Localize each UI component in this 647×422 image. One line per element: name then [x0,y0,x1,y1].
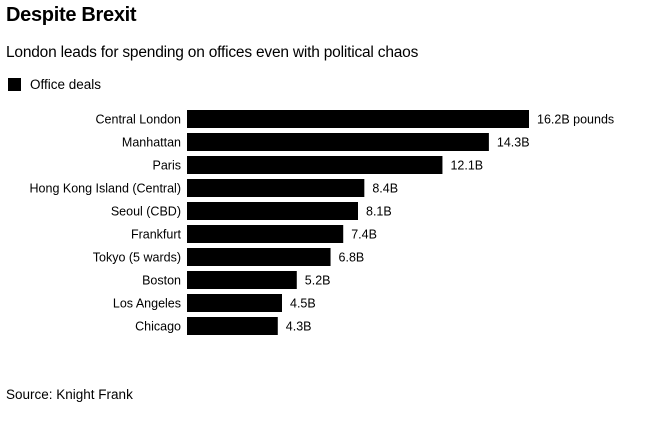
chart-subtitle: London leads for spending on offices eve… [6,44,419,61]
bar-paris [187,156,443,174]
category-label-chicago: Chicago [135,320,181,334]
bar-hong-kong-island-central [187,179,365,197]
bar-tokyo-5-wards [187,248,331,266]
source-note: Source: Knight Frank [6,387,133,402]
category-label-seoul-cbd: Seoul (CBD) [111,205,181,219]
legend-label: Office deals [30,76,102,92]
category-label-boston: Boston [142,274,181,288]
bar-los-angeles [187,294,282,312]
value-label-chicago: 4.3B [286,320,312,334]
category-label-paris: Paris [153,159,181,173]
value-label-tokyo-5-wards: 6.8B [339,251,365,265]
value-label-paris: 12.1B [450,159,483,173]
value-label-seoul-cbd: 8.1B [366,205,392,219]
value-label-los-angeles: 4.5B [290,297,316,311]
value-label-central-london: 16.2B pounds [537,113,614,127]
bar-chicago [187,317,278,335]
category-label-central-london: Central London [96,113,182,127]
legend: Office deals [8,76,101,92]
category-label-hong-kong-island-central: Hong Kong Island (Central) [30,182,181,196]
category-label-los-angeles: Los Angeles [113,297,181,311]
legend-swatch [8,77,21,91]
category-label-manhattan: Manhattan [122,136,181,150]
category-label-tokyo-5-wards: Tokyo (5 wards) [93,251,181,265]
bar-boston [187,271,297,289]
bar-manhattan [187,133,489,151]
bar-frankfurt [187,225,344,243]
bar-central-london [187,110,529,128]
value-label-hong-kong-island-central: 8.4B [372,182,398,196]
value-label-frankfurt: 7.4B [351,228,377,242]
bar-seoul-cbd [187,202,358,220]
chart-title: Despite Brexit [6,4,137,26]
category-label-frankfurt: Frankfurt [131,228,182,242]
value-label-manhattan: 14.3B [497,136,530,150]
value-label-boston: 5.2B [305,274,331,288]
